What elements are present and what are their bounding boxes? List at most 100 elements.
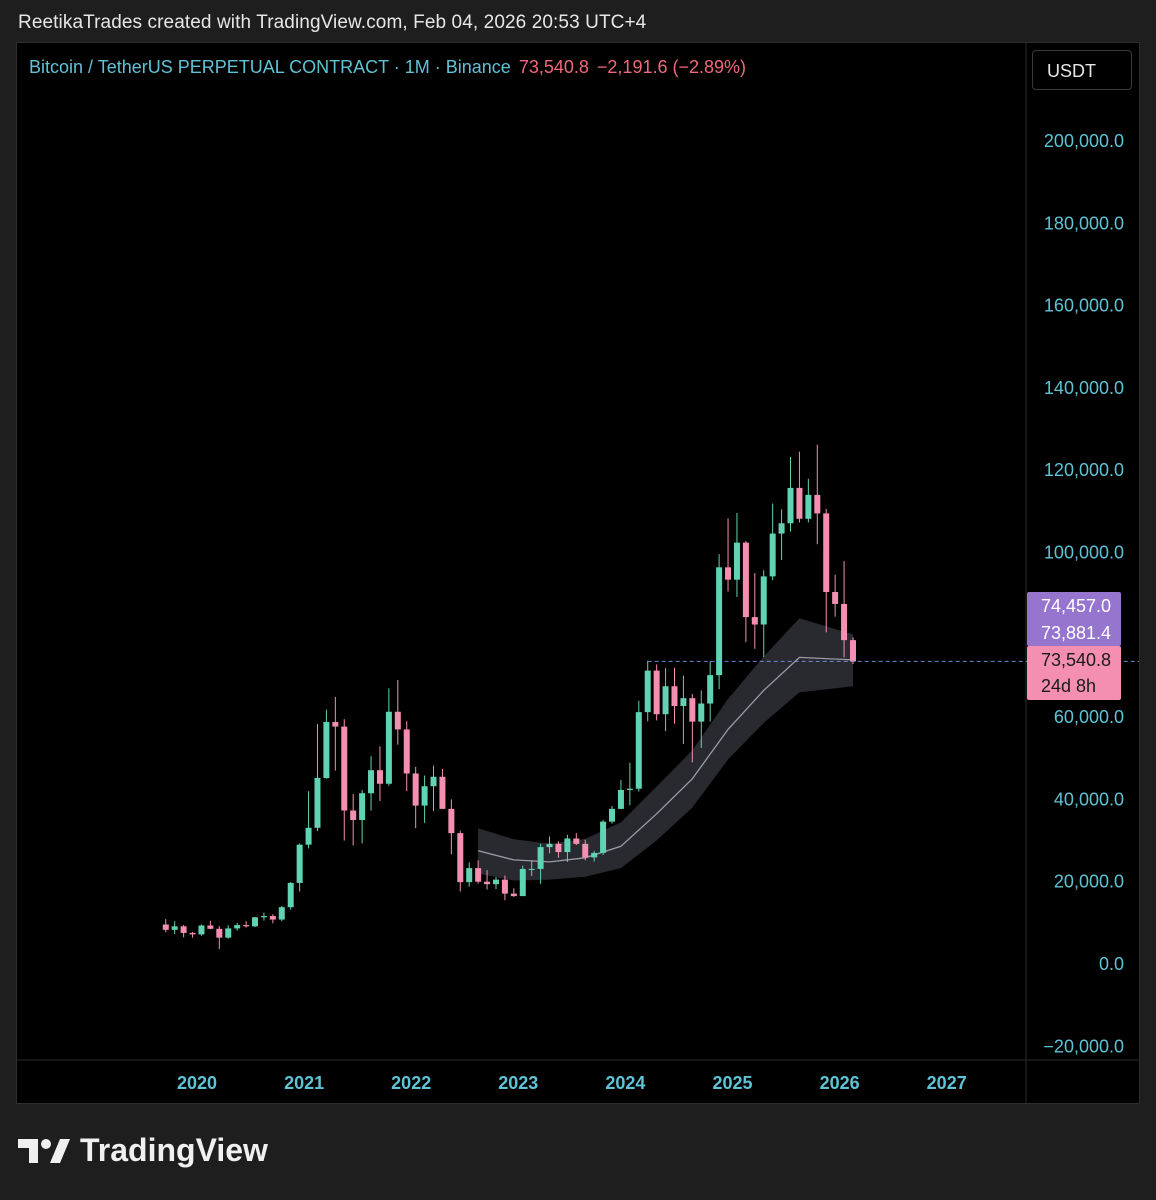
candle (341, 719, 348, 841)
x-tick-label: 2022 (391, 1073, 431, 1093)
y-tick-label: 60,000.0 (1054, 707, 1124, 727)
candle (546, 836, 553, 854)
tradingview-logo-icon (18, 1138, 70, 1163)
candle-body (698, 703, 705, 722)
candle (332, 696, 339, 771)
candle (528, 860, 535, 876)
candle (626, 762, 633, 806)
candle (287, 882, 294, 910)
candle (537, 843, 544, 884)
last-price: 73,540.8 (518, 57, 589, 77)
candle-body (591, 852, 598, 858)
candle-body (171, 926, 178, 930)
candle-body (849, 640, 856, 662)
candle-body (278, 907, 285, 920)
candle-body (234, 925, 241, 929)
candle-body (680, 698, 687, 706)
candle-body (510, 893, 517, 897)
candle (832, 574, 839, 617)
candle (644, 660, 651, 722)
chart-frame[interactable]: 200,000.0 180,000.0 160,000.0 140,000.0 120,… (16, 42, 1140, 1104)
candle (484, 870, 491, 890)
x-tick-label: 2024 (605, 1073, 645, 1093)
candle-body (716, 567, 723, 676)
y-tick-label: 180,000.0 (1044, 213, 1124, 233)
candle-body (546, 843, 553, 848)
price-change: −2,191.6 (−2.89%) (596, 57, 747, 77)
candle (733, 512, 740, 597)
candle (555, 841, 562, 858)
candle (814, 444, 821, 545)
candle-body (760, 576, 767, 625)
candle-body (323, 722, 330, 779)
y-tick-label: 0.0 (1099, 954, 1124, 974)
candle (412, 766, 419, 829)
candle (376, 746, 383, 802)
candle (207, 920, 214, 930)
candle (475, 860, 482, 884)
candle (492, 877, 499, 890)
candle (421, 775, 428, 823)
candle (778, 509, 785, 560)
candle-body (707, 675, 714, 704)
ma-line (477, 656, 854, 863)
candle (564, 834, 571, 862)
candle (269, 914, 276, 924)
candle-body (421, 786, 428, 806)
candle (430, 765, 437, 811)
candle-body (385, 711, 392, 784)
candle-body (528, 868, 535, 870)
candle-body (475, 868, 482, 882)
candle (653, 664, 660, 721)
candle (698, 690, 705, 748)
candle (600, 819, 607, 855)
candle-body (751, 617, 758, 625)
candle (609, 805, 616, 824)
symbol-description[interactable]: Bitcoin / TetherUS PERPETUAL CONTRACT · … (29, 57, 511, 77)
candle-body (564, 838, 571, 853)
candle (501, 875, 508, 901)
candle-body (662, 686, 669, 715)
y-tick-label: 20,000.0 (1054, 872, 1124, 892)
candle-body (555, 843, 562, 853)
candle (448, 799, 455, 855)
candle (314, 724, 321, 832)
candle-body (814, 494, 821, 514)
symbol-header[interactable]: Bitcoin / TetherUS PERPETUAL CONTRACT · … (29, 57, 746, 78)
candle-body (519, 868, 526, 897)
candle (805, 478, 812, 523)
y-tick-label: 140,000.0 (1044, 378, 1124, 398)
candle (403, 721, 410, 792)
candle-body (430, 776, 437, 787)
tradingview-logo: TradingView (18, 1132, 268, 1169)
candle (234, 922, 241, 931)
candle-body (439, 776, 446, 809)
candle-body (841, 603, 848, 641)
tradingview-logo-text: TradingView (80, 1132, 268, 1168)
x-tick-label: 2020 (177, 1073, 217, 1093)
x-tick-label: 2025 (712, 1073, 752, 1093)
candle (662, 668, 669, 732)
candle (189, 932, 196, 938)
candle-body (671, 686, 678, 706)
currency-button[interactable]: USDT (1032, 50, 1132, 90)
candle (216, 926, 223, 950)
candle-body (689, 698, 696, 722)
candle (385, 688, 392, 786)
candle-body (742, 542, 749, 618)
candle (278, 905, 285, 922)
candle-body (260, 916, 267, 918)
y-tick-label: 160,000.0 (1044, 296, 1124, 316)
last-price-label (1027, 646, 1121, 700)
candle (582, 839, 589, 861)
candle (225, 925, 232, 939)
candle (198, 924, 205, 936)
candle (439, 768, 446, 809)
candle-body (609, 808, 616, 822)
candle-body (269, 916, 276, 920)
candle (760, 570, 767, 658)
chart-canvas[interactable]: 200,000.0 180,000.0 160,000.0 140,000.0 120,… (17, 43, 1139, 1103)
candle (787, 457, 794, 532)
candle-body (537, 847, 544, 869)
candle-body (252, 917, 259, 927)
